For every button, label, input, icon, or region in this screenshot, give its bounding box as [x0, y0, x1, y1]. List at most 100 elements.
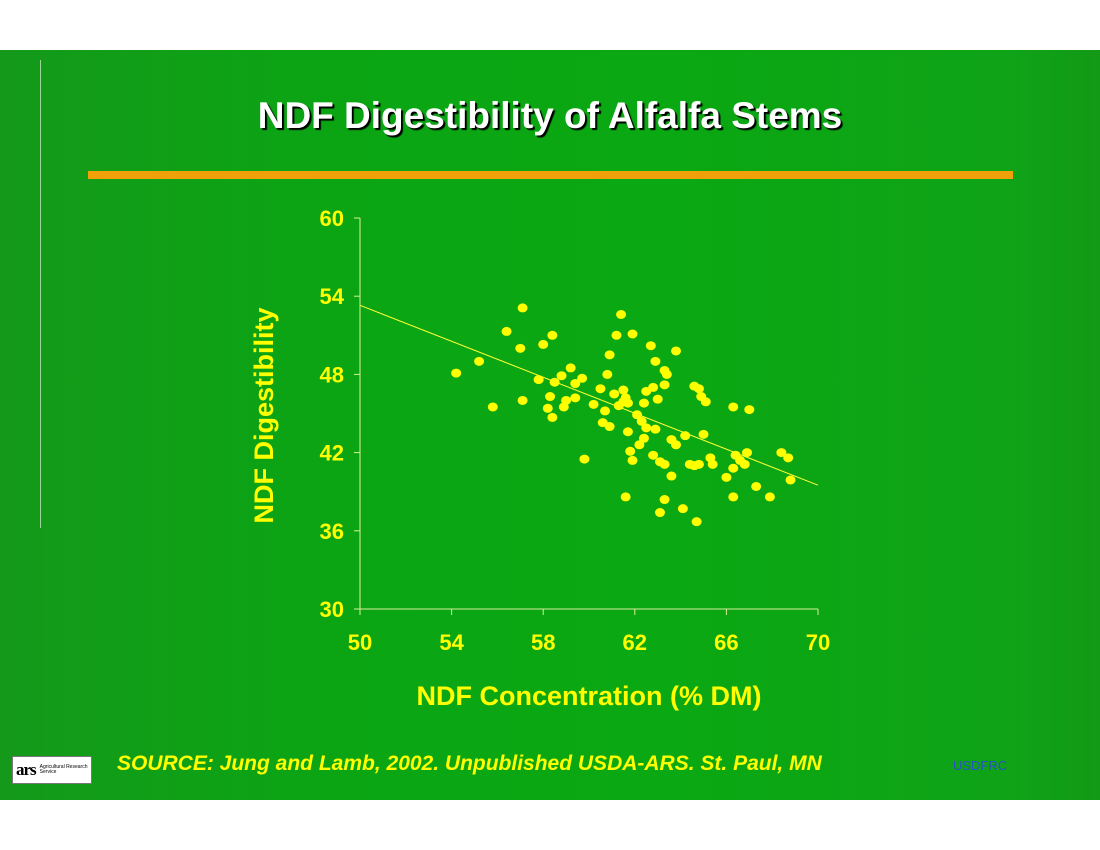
data-point: [627, 455, 638, 465]
data-point: [515, 343, 526, 353]
ars-logo: ars Agricultural Research Service: [12, 756, 92, 784]
data-point: [700, 397, 711, 407]
data-point: [604, 422, 615, 432]
data-point: [627, 329, 638, 339]
x-axis-title: NDF Concentration (% DM): [417, 681, 762, 711]
data-point: [691, 517, 702, 527]
y-tick-label: 54: [320, 284, 345, 309]
data-point: [638, 398, 649, 408]
data-point: [693, 459, 704, 469]
data-point: [744, 405, 755, 415]
organization-label: USDFRC: [953, 758, 1008, 773]
chart-axes: [354, 217, 819, 615]
data-point: [561, 395, 572, 405]
data-point: [570, 393, 581, 403]
data-point: [549, 377, 560, 387]
data-point: [634, 440, 645, 450]
data-point: [677, 504, 688, 514]
data-point: [693, 384, 704, 394]
y-tick-label: 60: [320, 206, 344, 231]
data-point: [545, 392, 556, 402]
axis-labels: 30 36 42 48 54 60 50 54 58 62 66 70 NDF Concentratio…: [249, 206, 830, 711]
data-point: [654, 508, 665, 518]
data-point: [565, 363, 576, 373]
data-point: [659, 380, 670, 390]
data-point: [661, 369, 672, 379]
slide-title: NDF Digestibility of Alfalfa Stems: [257, 95, 843, 136]
x-tick-label: 62: [623, 630, 647, 655]
y-tick-label: 48: [320, 362, 344, 387]
data-point: [650, 356, 661, 366]
data-point: [645, 341, 656, 351]
data-point: [609, 389, 620, 399]
trendline-group: [359, 304, 819, 486]
data-point: [721, 472, 732, 482]
x-tick-label: 50: [348, 630, 372, 655]
data-point: [632, 410, 643, 420]
data-point: [474, 356, 485, 366]
ars-logo-mark: ars: [16, 760, 37, 779]
title-underline-rule: [88, 171, 1013, 179]
data-point: [517, 395, 528, 405]
data-point: [666, 471, 677, 481]
data-point: [595, 384, 606, 394]
data-point: [600, 406, 611, 416]
x-tick-label: 70: [806, 630, 830, 655]
y-tick-label: 30: [320, 597, 344, 622]
left-vertical-rule: [40, 60, 41, 528]
data-point: [648, 450, 659, 460]
data-point: [542, 403, 553, 413]
data-point: [579, 454, 590, 464]
data-point: [776, 448, 787, 458]
x-tick-label: 58: [531, 630, 555, 655]
data-point: [636, 416, 647, 426]
data-point: [659, 459, 670, 469]
data-point: [764, 492, 775, 502]
trendline: [359, 304, 819, 486]
data-point: [650, 424, 661, 434]
data-point: [570, 379, 581, 389]
data-point: [451, 368, 462, 378]
slide: NDF Digestibility of Alfalfa Stems 30 36 4…: [0, 50, 1100, 800]
ars-logo-text: Agricultural Research Service: [39, 764, 88, 775]
data-point: [783, 453, 794, 463]
data-point: [547, 412, 558, 422]
y-tick-label: 36: [320, 519, 344, 544]
data-point: [680, 431, 691, 441]
data-point: [638, 433, 649, 443]
data-point: [611, 330, 622, 340]
data-point: [671, 346, 682, 356]
data-point: [659, 495, 670, 505]
x-tick-label: 66: [714, 630, 738, 655]
data-point: [538, 339, 549, 349]
x-tick-label: 54: [439, 630, 464, 655]
data-point: [547, 330, 558, 340]
data-point: [622, 427, 633, 437]
y-tick-label: 42: [320, 441, 344, 466]
data-points: [451, 303, 796, 527]
data-point: [487, 402, 498, 412]
data-point: [652, 394, 663, 404]
data-point: [604, 350, 615, 360]
data-point: [620, 492, 631, 502]
data-point: [705, 453, 716, 463]
data-point: [616, 309, 627, 319]
data-point: [618, 385, 629, 395]
data-point: [501, 326, 512, 336]
data-point: [728, 402, 739, 412]
scatter-chart: 30 36 42 48 54 60 50 54 58 62 66 70 NDF Concentratio…: [249, 206, 830, 711]
data-point: [728, 492, 739, 502]
data-point: [742, 448, 753, 458]
data-point: [641, 423, 652, 433]
y-axis-title: NDF Digestibility: [249, 307, 279, 523]
data-point: [751, 481, 762, 491]
data-point: [785, 475, 796, 485]
data-point: [577, 373, 588, 383]
data-point: [698, 429, 709, 439]
data-point: [622, 398, 633, 408]
data-point: [533, 375, 544, 385]
data-point: [648, 382, 659, 392]
data-point: [625, 446, 636, 456]
data-point: [588, 399, 599, 409]
data-point: [556, 371, 567, 381]
